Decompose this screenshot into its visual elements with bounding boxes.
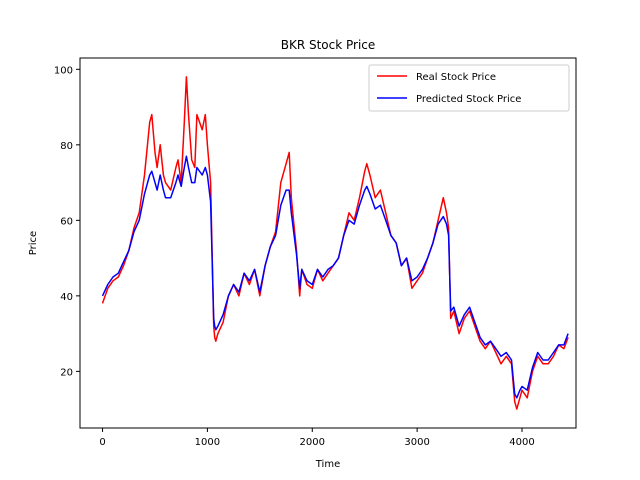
y-tick-label: 100 [54,65,73,76]
series-line-predicted-stock-price [101,155,569,399]
legend-label-predicted: Predicted Stock Price [416,94,521,105]
y-axis-ticks: 20 40 60 80 100 [54,65,80,378]
legend: Real Stock Price Predicted Stock Price [368,64,570,112]
series-layer [101,76,569,410]
y-tick-label: 20 [60,367,73,378]
chart-title: BKR Stock Price [281,38,376,52]
plot-frame [79,57,577,429]
y-tick-label: 40 [60,292,73,303]
y-tick-label: 60 [60,216,73,227]
x-axis-ticks: 0 1000 2000 3000 4000 [99,428,535,448]
legend-frame [368,64,570,112]
x-tick-label: 3000 [404,437,429,448]
x-axis-title: Time [315,459,340,470]
x-tick-label: 4000 [509,437,534,448]
x-tick-label: 0 [99,437,105,448]
legend-label-real: Real Stock Price [416,72,496,83]
y-tick-label: 80 [60,141,73,152]
x-tick-label: 2000 [300,437,325,448]
x-tick-label: 1000 [195,437,220,448]
y-axis-title: Price [28,231,39,255]
